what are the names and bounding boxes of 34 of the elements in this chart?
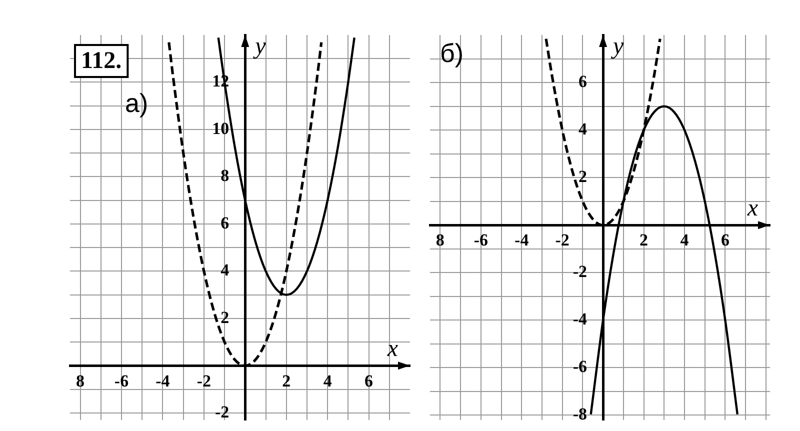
text: а): [125, 88, 148, 118]
x-tick-label: -6: [114, 371, 129, 390]
x-axis-title: x: [386, 336, 398, 362]
x-tick-label: -2: [196, 371, 212, 390]
x-tick-label: 4: [680, 230, 690, 250]
y-tick-label: 6: [220, 213, 230, 232]
y-tick-label: 6: [578, 72, 588, 91]
annotation: 112.: [81, 48, 122, 74]
y-axis-title: y: [253, 33, 266, 60]
y-tick-label: -8: [572, 404, 588, 424]
x-tick-label: -2: [555, 230, 570, 250]
y-tick-label: 2: [578, 166, 588, 186]
y-tick-label: -2: [572, 262, 588, 282]
y-axis-title: y: [611, 33, 624, 60]
x-tick-label: 6: [720, 230, 730, 250]
x-tick-label: 2: [640, 230, 648, 250]
chart-title: б): [440, 38, 464, 68]
y-tick-label: 2: [220, 308, 230, 327]
y-tick-label: -2: [214, 402, 230, 422]
x-tick-label: -4: [514, 230, 530, 250]
y-tick-label: 4: [578, 119, 588, 138]
x-tick-label: 4: [323, 371, 332, 390]
x-axis-title: x: [746, 195, 758, 222]
y-tick-label: -6: [572, 357, 588, 376]
y-tick-label: 8: [220, 166, 230, 186]
x-tick-label: -6: [474, 230, 488, 250]
y-tick-label: 10: [212, 118, 230, 138]
x-tick-label: 8: [436, 230, 444, 250]
x-tick-label: -4: [156, 371, 170, 390]
x-tick-label: 6: [364, 371, 374, 390]
x-tick-label: 8: [76, 371, 85, 390]
x-tick-label: 2: [282, 371, 291, 390]
y-tick-label: 4: [220, 260, 230, 280]
y-tick-label: -4: [572, 310, 588, 329]
